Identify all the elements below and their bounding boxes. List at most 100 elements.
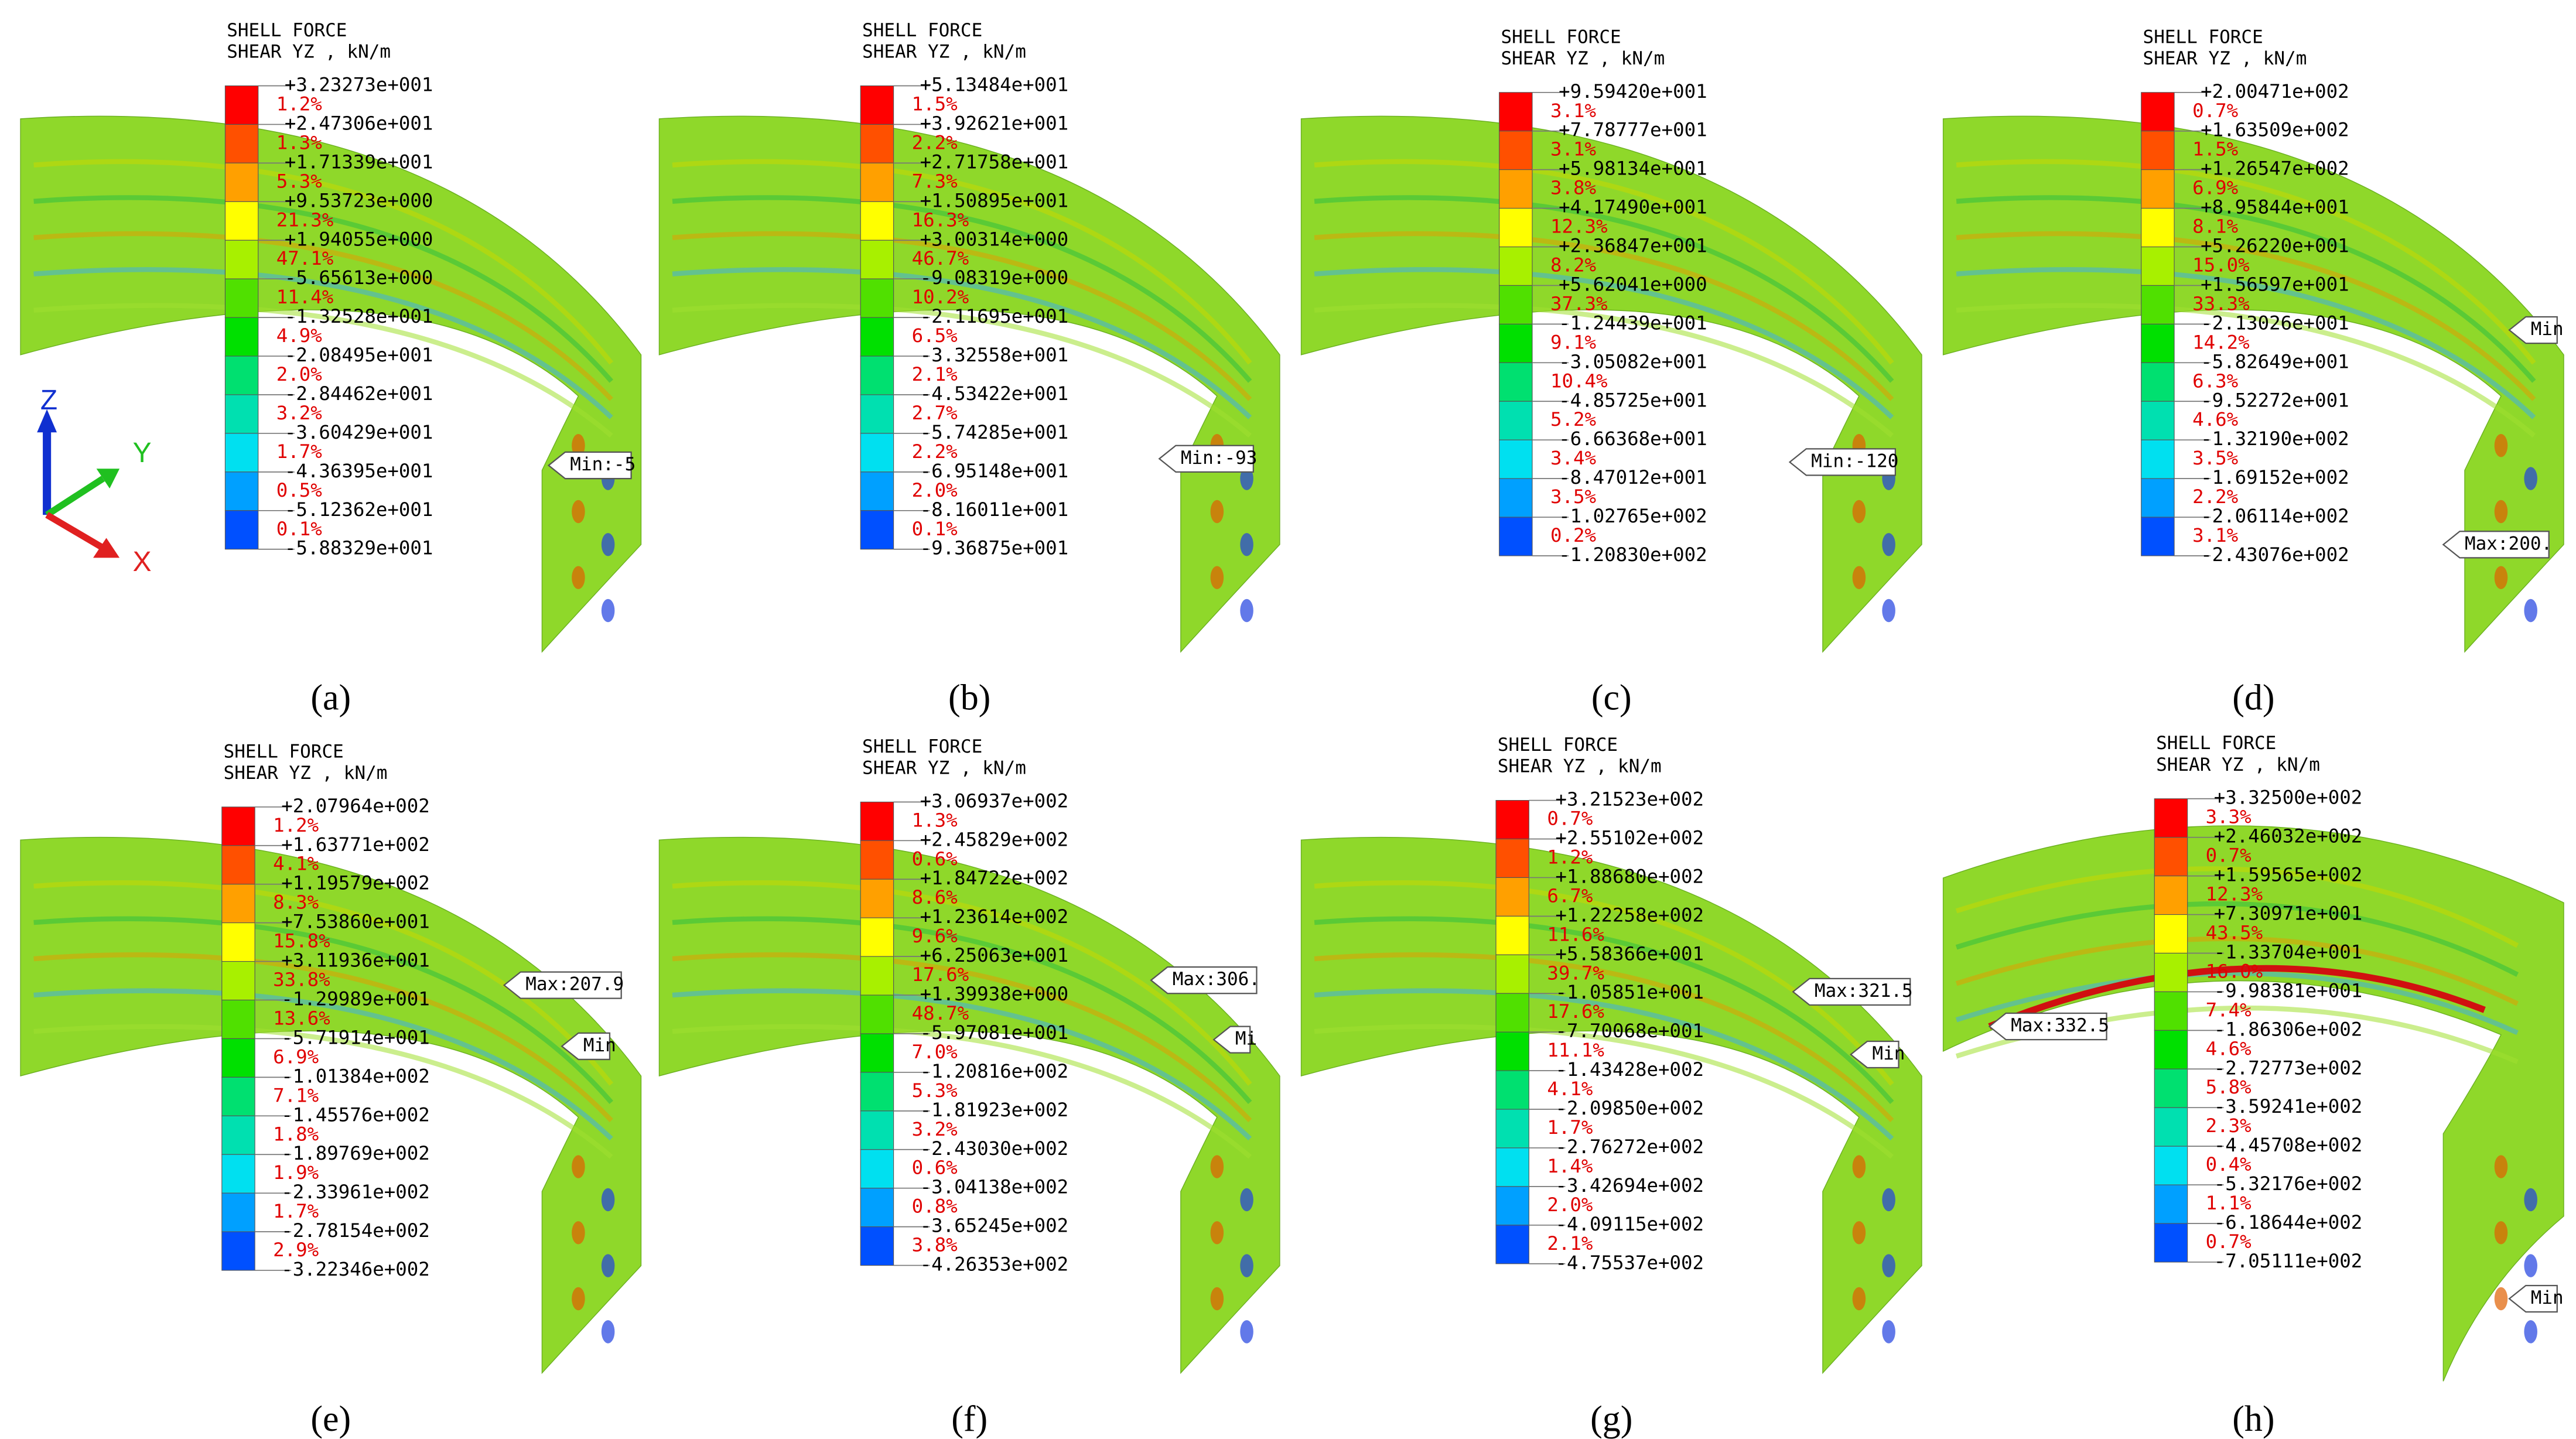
percent-label: 11.4% bbox=[276, 286, 334, 308]
contour-spot bbox=[1852, 1221, 1866, 1245]
color-band bbox=[860, 240, 894, 279]
level-label: -7.05111e+002 bbox=[2214, 1250, 2363, 1272]
level-label: -9.98381e+001 bbox=[2214, 979, 2363, 1002]
level-label: -1.43428e+002 bbox=[1555, 1058, 1704, 1081]
contour-stripe bbox=[672, 880, 1252, 1086]
contour-spot bbox=[1882, 1320, 1895, 1344]
color-band bbox=[860, 162, 894, 202]
percent-label: 9.1% bbox=[1550, 331, 1596, 353]
level-label: +7.53860e+001 bbox=[281, 911, 430, 933]
level-label: -6.18644e+002 bbox=[2214, 1211, 2363, 1233]
percent-label: 3.2% bbox=[912, 1118, 958, 1140]
color-band bbox=[1499, 517, 1533, 556]
color-band bbox=[1495, 1186, 1529, 1226]
contour-spot bbox=[1210, 566, 1224, 589]
level-label: -3.04138e+002 bbox=[920, 1176, 1069, 1198]
percent-label: 8.3% bbox=[273, 891, 319, 914]
color-band bbox=[2154, 1223, 2188, 1263]
level-label: +1.26547e+002 bbox=[2201, 158, 2349, 180]
color-band bbox=[1499, 439, 1533, 479]
percent-label: 7.4% bbox=[2206, 999, 2252, 1021]
percent-label: 1.9% bbox=[273, 1161, 319, 1184]
percent-label: 1.5% bbox=[912, 93, 958, 115]
contour-stripe bbox=[33, 916, 613, 1104]
color-band bbox=[2141, 439, 2175, 479]
color-band bbox=[2154, 914, 2188, 954]
contour-spot bbox=[601, 599, 615, 623]
level-label: -5.97081e+001 bbox=[920, 1021, 1069, 1044]
percent-label: 2.7% bbox=[912, 402, 958, 424]
color-band bbox=[224, 471, 259, 511]
callout-label: Mi bbox=[1235, 1028, 1257, 1050]
color-band bbox=[1495, 800, 1529, 840]
level-label: +1.84722e+002 bbox=[920, 867, 1069, 889]
level-label: -2.43030e+002 bbox=[920, 1137, 1069, 1160]
color-band bbox=[1499, 285, 1533, 324]
color-band bbox=[221, 884, 255, 924]
contour-stripe bbox=[1314, 159, 1894, 365]
level-label: -6.95148e+001 bbox=[920, 460, 1069, 482]
panel-caption: (h) bbox=[2232, 1399, 2274, 1439]
percent-label: 2.2% bbox=[912, 440, 958, 463]
color-band bbox=[860, 510, 894, 550]
level-label: +5.13484e+001 bbox=[920, 74, 1069, 96]
level-label: +2.47306e+001 bbox=[285, 112, 433, 134]
contour-stripe bbox=[33, 1024, 613, 1159]
panel-caption: (d) bbox=[2232, 678, 2274, 718]
contour-spot bbox=[2494, 1287, 2508, 1311]
level-label: -1.05851e+001 bbox=[1555, 981, 1704, 1003]
contour-stripe bbox=[672, 159, 1252, 365]
level-label: -2.13026e+001 bbox=[2201, 312, 2349, 334]
callout-label: Min bbox=[1872, 1043, 1905, 1064]
level-label: +1.88680e+002 bbox=[1555, 865, 1704, 887]
contour-spot bbox=[572, 566, 585, 589]
level-label: -1.20816e+002 bbox=[920, 1060, 1069, 1082]
legend-title: SHEAR YZ , kN/m bbox=[2156, 754, 2320, 775]
color-band bbox=[860, 278, 894, 318]
color-band bbox=[2141, 169, 2175, 209]
color-band bbox=[2154, 952, 2188, 992]
color-band bbox=[2141, 362, 2175, 402]
percent-label: 7.1% bbox=[273, 1084, 319, 1106]
axis-label: Z bbox=[40, 385, 57, 416]
level-label: -2.08495e+001 bbox=[285, 344, 433, 366]
color-band bbox=[224, 356, 259, 395]
axis-label: Y bbox=[133, 437, 152, 469]
percent-label: 0.7% bbox=[2206, 845, 2252, 867]
callout-box bbox=[1792, 977, 1911, 1006]
level-label: -5.71914e+001 bbox=[281, 1026, 430, 1048]
color-band bbox=[224, 240, 259, 279]
percent-label: 9.6% bbox=[912, 925, 958, 947]
level-label: +1.50895e+001 bbox=[920, 189, 1069, 211]
contour-stripe bbox=[672, 952, 1252, 1123]
level-label: -3.65245e+002 bbox=[920, 1215, 1069, 1237]
contour-spot bbox=[572, 1287, 585, 1311]
contour-stripe bbox=[1988, 965, 2486, 1030]
level-label: -2.09850e+002 bbox=[1555, 1097, 1704, 1119]
callout-label: Max:200. bbox=[2465, 533, 2552, 554]
level-label: -3.05082e+001 bbox=[1559, 350, 1707, 372]
legend-title: SHELL FORCE bbox=[862, 736, 982, 757]
color-band bbox=[860, 956, 894, 996]
color-band bbox=[2154, 1030, 2188, 1069]
level-label: +3.00314e+000 bbox=[920, 228, 1069, 250]
color-band bbox=[221, 1076, 255, 1116]
contour-stripe bbox=[1956, 231, 2536, 401]
contour-stripe bbox=[1955, 866, 2519, 948]
percent-label: 37.3% bbox=[1550, 292, 1608, 315]
level-label: -4.53422e+001 bbox=[920, 382, 1069, 405]
percent-label: 6.5% bbox=[912, 324, 958, 347]
legend-title: SHELL FORCE bbox=[224, 741, 344, 762]
percent-label: 0.1% bbox=[912, 518, 958, 540]
contour-stripe bbox=[1955, 970, 2519, 1035]
callout-label: Min bbox=[2531, 1287, 2564, 1308]
legend-title: SHELL FORCE bbox=[862, 20, 982, 41]
color-band bbox=[860, 879, 894, 918]
color-band bbox=[1499, 246, 1533, 286]
level-label: -3.59241e+002 bbox=[2214, 1095, 2363, 1117]
color-band bbox=[2141, 208, 2175, 248]
